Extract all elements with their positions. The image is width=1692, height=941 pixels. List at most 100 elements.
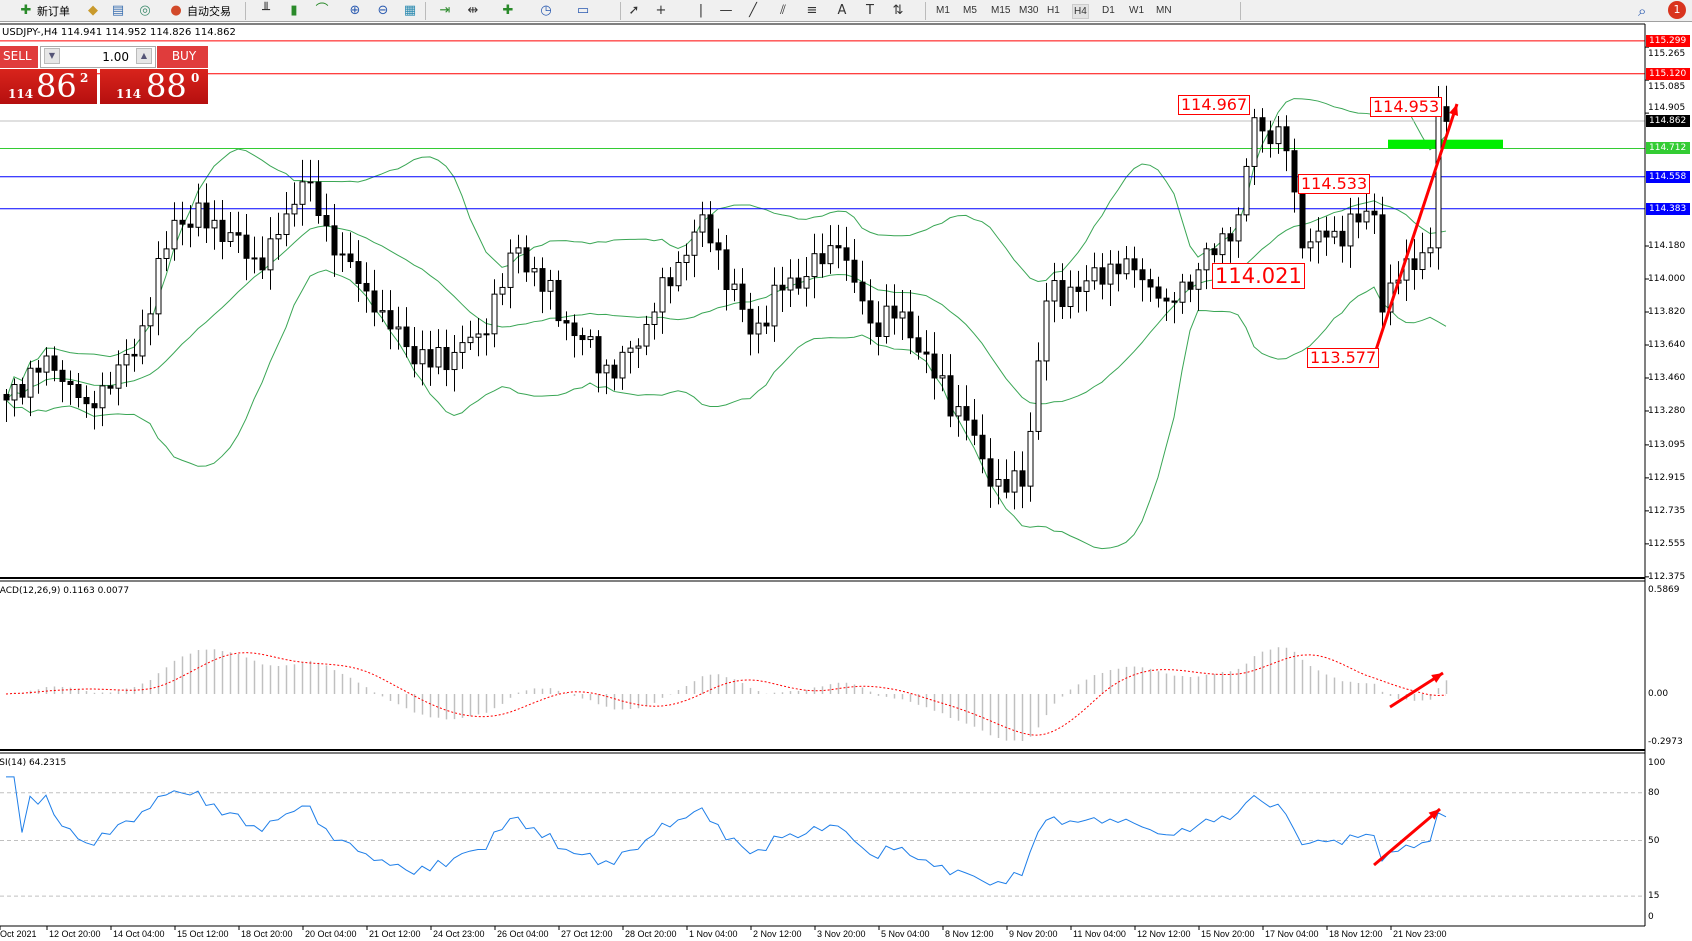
volume-up-button[interactable]: ▲ — [136, 48, 152, 64]
candle — [771, 267, 778, 342]
candle — [91, 390, 98, 430]
new-order-label: 新订单 — [37, 5, 70, 18]
timeframe-m1[interactable]: M1 — [936, 5, 950, 16]
text-label-button[interactable]: T — [862, 2, 878, 20]
volume-input[interactable]: 1.00 — [40, 46, 156, 68]
candle — [883, 284, 890, 344]
trendline-button[interactable]: ╱ — [745, 2, 761, 20]
candle — [243, 214, 250, 281]
tile-icon: ▦ — [403, 3, 417, 18]
line-chart-icon: ⌒ — [315, 3, 329, 18]
ask-prefix: 114 — [116, 87, 142, 101]
fibonacci-button[interactable]: ≡ — [804, 2, 820, 20]
templates-button[interactable]: ▭ — [575, 2, 591, 20]
buy-price-button[interactable]: 114 88 0 — [100, 67, 208, 105]
timeframe-m5[interactable]: M5 — [963, 5, 977, 16]
macd-panel[interactable] — [0, 580, 1692, 752]
timeframe-mn[interactable]: MN — [1156, 5, 1172, 16]
price-axis-label: 112.375 — [1648, 571, 1686, 582]
expert-icon: ◆ — [88, 3, 98, 18]
notification-badge[interactable]: 1 — [1668, 1, 1686, 19]
price-annotation[interactable]: 113.577 — [1307, 348, 1380, 368]
hline-price-label: 114.712 — [1646, 142, 1690, 155]
timeframe-h1[interactable]: H1 — [1047, 5, 1060, 16]
time-axis-label: 12 Oct 20:00 — [49, 929, 101, 939]
zoom-out-icon: ⊖ — [377, 3, 389, 18]
text-button[interactable]: A — [834, 2, 850, 20]
bar-chart-button[interactable]: ╨ — [258, 2, 274, 20]
tile-button[interactable]: ▦ — [402, 2, 418, 20]
search-button[interactable]: ⌕ — [1638, 2, 1647, 20]
zoom-in-button[interactable]: ⊕ — [347, 2, 363, 20]
price-axis-label: 115.085 — [1648, 81, 1686, 92]
new-order-button[interactable]: ✚ 新订单 — [18, 2, 70, 20]
macd-axis-label: -0.2973 — [1648, 737, 1683, 747]
signals-button[interactable]: ◎ — [137, 2, 153, 20]
scroll-button[interactable]: ⇥ — [437, 2, 453, 20]
candle — [683, 243, 690, 281]
templates-icon: ▭ — [576, 3, 590, 18]
candle — [1131, 246, 1138, 288]
price-chart[interactable] — [0, 0, 1692, 581]
candle — [891, 284, 898, 335]
candle — [643, 315, 650, 356]
rsi-panel[interactable] — [0, 752, 1692, 927]
macd-arrow[interactable] — [1389, 671, 1444, 709]
candle — [19, 377, 26, 405]
price-annotation[interactable]: 114.953 — [1370, 97, 1443, 117]
bollinger-lower — [5, 269, 1447, 550]
arrows-button[interactable]: ⇅ — [890, 2, 906, 20]
macd-label: MACD(12,26,9) 0.1163 0.0077 — [0, 586, 130, 596]
macd-axis-label: 0.00 — [1648, 689, 1669, 699]
vertical-line-button[interactable]: | — [693, 2, 709, 20]
zoom-out-button[interactable]: ⊖ — [375, 2, 391, 20]
candlestick-button[interactable]: ▮ — [286, 2, 302, 20]
crosshair-button[interactable]: + — [653, 2, 669, 20]
candle — [27, 360, 34, 417]
timeframe-h4[interactable]: H4 — [1072, 4, 1089, 19]
add-indicator-button[interactable]: ✚ — [500, 2, 516, 20]
candle — [675, 251, 682, 292]
timeframe-m30[interactable]: M30 — [1019, 5, 1039, 16]
price-annotation[interactable]: 114.967 — [1178, 95, 1251, 115]
price-annotation[interactable]: 114.533 — [1298, 174, 1371, 194]
hline-price-label: 115.299 — [1646, 34, 1690, 47]
market-watch-button[interactable]: ▤ — [110, 2, 126, 20]
candle — [1387, 264, 1394, 326]
zoom-in-icon: ⊕ — [349, 3, 361, 18]
candle — [603, 359, 610, 395]
time-axis-label: 17 Nov 04:00 — [1265, 929, 1319, 939]
expert-button[interactable]: ◆ — [85, 2, 101, 20]
candle — [179, 201, 186, 246]
hline-price-label: 114.558 — [1646, 170, 1690, 183]
auto-trading-button[interactable]: ● 自动交易 — [168, 2, 231, 20]
trend-arrow[interactable] — [1372, 103, 1459, 357]
candle — [811, 233, 818, 299]
candle — [995, 459, 1002, 505]
candle — [1155, 276, 1162, 308]
line-chart-button[interactable]: ⌒ — [314, 2, 330, 20]
shift-button[interactable]: ⇹ — [465, 2, 481, 20]
candle — [1099, 253, 1106, 300]
horizontal-line-button[interactable]: — — [718, 2, 734, 20]
time-axis-label: 15 Nov 20:00 — [1201, 929, 1255, 939]
candle — [107, 371, 114, 395]
hline-price-label: 114.383 — [1646, 202, 1690, 215]
candle — [835, 224, 842, 269]
candle — [1267, 120, 1274, 158]
timeframe-m15[interactable]: M15 — [991, 5, 1011, 16]
timeframe-d1[interactable]: D1 — [1102, 5, 1115, 16]
rsi-arrow[interactable] — [1373, 807, 1441, 867]
sell-price-button[interactable]: 114 86 2 — [0, 67, 97, 105]
periods-button[interactable]: ◷ — [538, 2, 554, 20]
price-axis-label: 113.640 — [1648, 339, 1686, 350]
price-annotation[interactable]: 114.021 — [1212, 263, 1305, 289]
volume-down-button[interactable]: ▼ — [44, 48, 60, 64]
buy-button[interactable]: BUY — [157, 46, 208, 68]
timeframe-w1[interactable]: W1 — [1129, 5, 1144, 16]
sell-button[interactable]: SELL — [0, 46, 38, 68]
candle — [1139, 258, 1146, 302]
cursor-button[interactable]: ➚ — [626, 2, 642, 20]
macd-axis-label: 0.5869 — [1648, 585, 1680, 595]
equidistant-channel-button[interactable]: ⫽ — [775, 2, 791, 20]
